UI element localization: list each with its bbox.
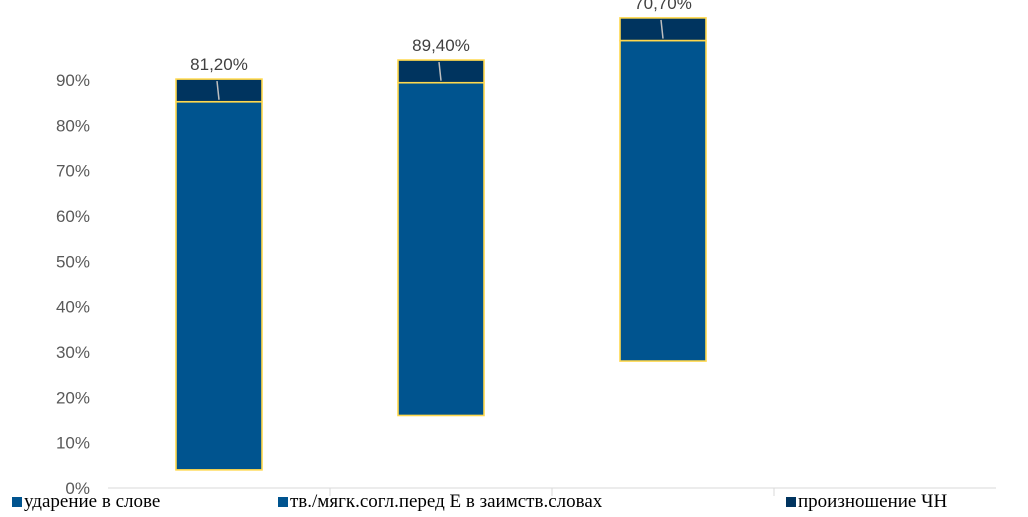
legend-label: произношение ЧН bbox=[798, 491, 947, 512]
y-tick-label: 40% bbox=[56, 298, 90, 317]
y-tick-label: 80% bbox=[56, 116, 90, 135]
y-tick-label: 60% bbox=[56, 207, 90, 226]
legend: ударение в слове тв./мягк.согл.перед Е в … bbox=[12, 491, 947, 512]
data-label: 70,70% bbox=[634, 0, 692, 13]
legend-swatch bbox=[786, 497, 796, 507]
y-tick-label: 20% bbox=[56, 388, 90, 407]
legend-swatch bbox=[12, 497, 22, 507]
legend-label: ударение в слове bbox=[24, 491, 160, 512]
bar-segment bbox=[175, 78, 263, 103]
y-tick-label: 30% bbox=[56, 343, 90, 362]
bar-segment bbox=[397, 59, 485, 84]
legend-swatch bbox=[278, 497, 288, 507]
bar-segment bbox=[397, 81, 485, 417]
y-axis: 0% 10% 20% 30% 40% 50% 60% 70% 80% 90% bbox=[56, 71, 90, 498]
data-label-leader bbox=[216, 81, 220, 100]
bars bbox=[175, 17, 707, 471]
y-tick-label: 70% bbox=[56, 162, 90, 181]
bar-segment bbox=[619, 39, 707, 362]
data-label: 89,40% bbox=[412, 36, 470, 55]
x-axis-ticks bbox=[329, 488, 775, 496]
bar-segment bbox=[619, 17, 707, 42]
data-label: 81,20% bbox=[190, 55, 248, 74]
y-tick-label: 0% bbox=[65, 479, 90, 498]
data-labels: 81,20% 89,40% 70,70% bbox=[190, 0, 692, 100]
y-tick-label: 90% bbox=[56, 71, 90, 90]
y-tick-label: 10% bbox=[56, 434, 90, 453]
data-label-leader bbox=[438, 61, 442, 81]
bar-segment bbox=[175, 100, 263, 471]
y-tick-label: 50% bbox=[56, 252, 90, 271]
legend-label: тв./мягк.согл.перед Е в заимств.словах bbox=[290, 491, 603, 512]
data-label-leader bbox=[660, 19, 664, 39]
